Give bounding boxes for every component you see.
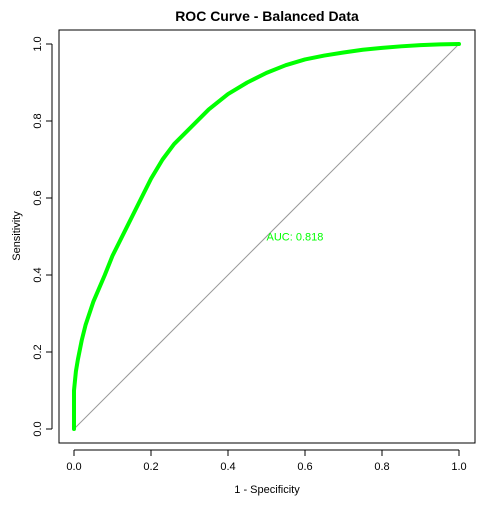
x-tick-label: 0.2 — [143, 461, 158, 473]
x-axis-label: 1 - Specificity — [234, 484, 300, 496]
y-tick-label: 0.2 — [32, 344, 44, 359]
x-tick-label: 0.6 — [297, 461, 312, 473]
plot-frame — [58, 29, 476, 444]
x-tick-label: 0.8 — [374, 461, 389, 473]
x-tick-label: 1.0 — [451, 461, 466, 473]
chart-title: ROC Curve - Balanced Data — [175, 8, 359, 24]
auc-annotation: AUC: 0.818 — [267, 232, 324, 244]
y-tick-label: 0.6 — [32, 190, 44, 205]
y-tick-label: 1.0 — [32, 36, 44, 51]
diagonal-reference-line — [73, 43, 460, 430]
y-tick-label: 0.0 — [32, 421, 44, 436]
x-tick-label: 0.4 — [220, 461, 235, 473]
y-tick-label: 0.8 — [32, 113, 44, 128]
x-tick-label: 0.0 — [66, 461, 81, 473]
y-axis-label: Sensitivity — [11, 211, 23, 261]
y-tick-label: 0.4 — [32, 267, 44, 282]
roc-curve — [72, 42, 461, 431]
